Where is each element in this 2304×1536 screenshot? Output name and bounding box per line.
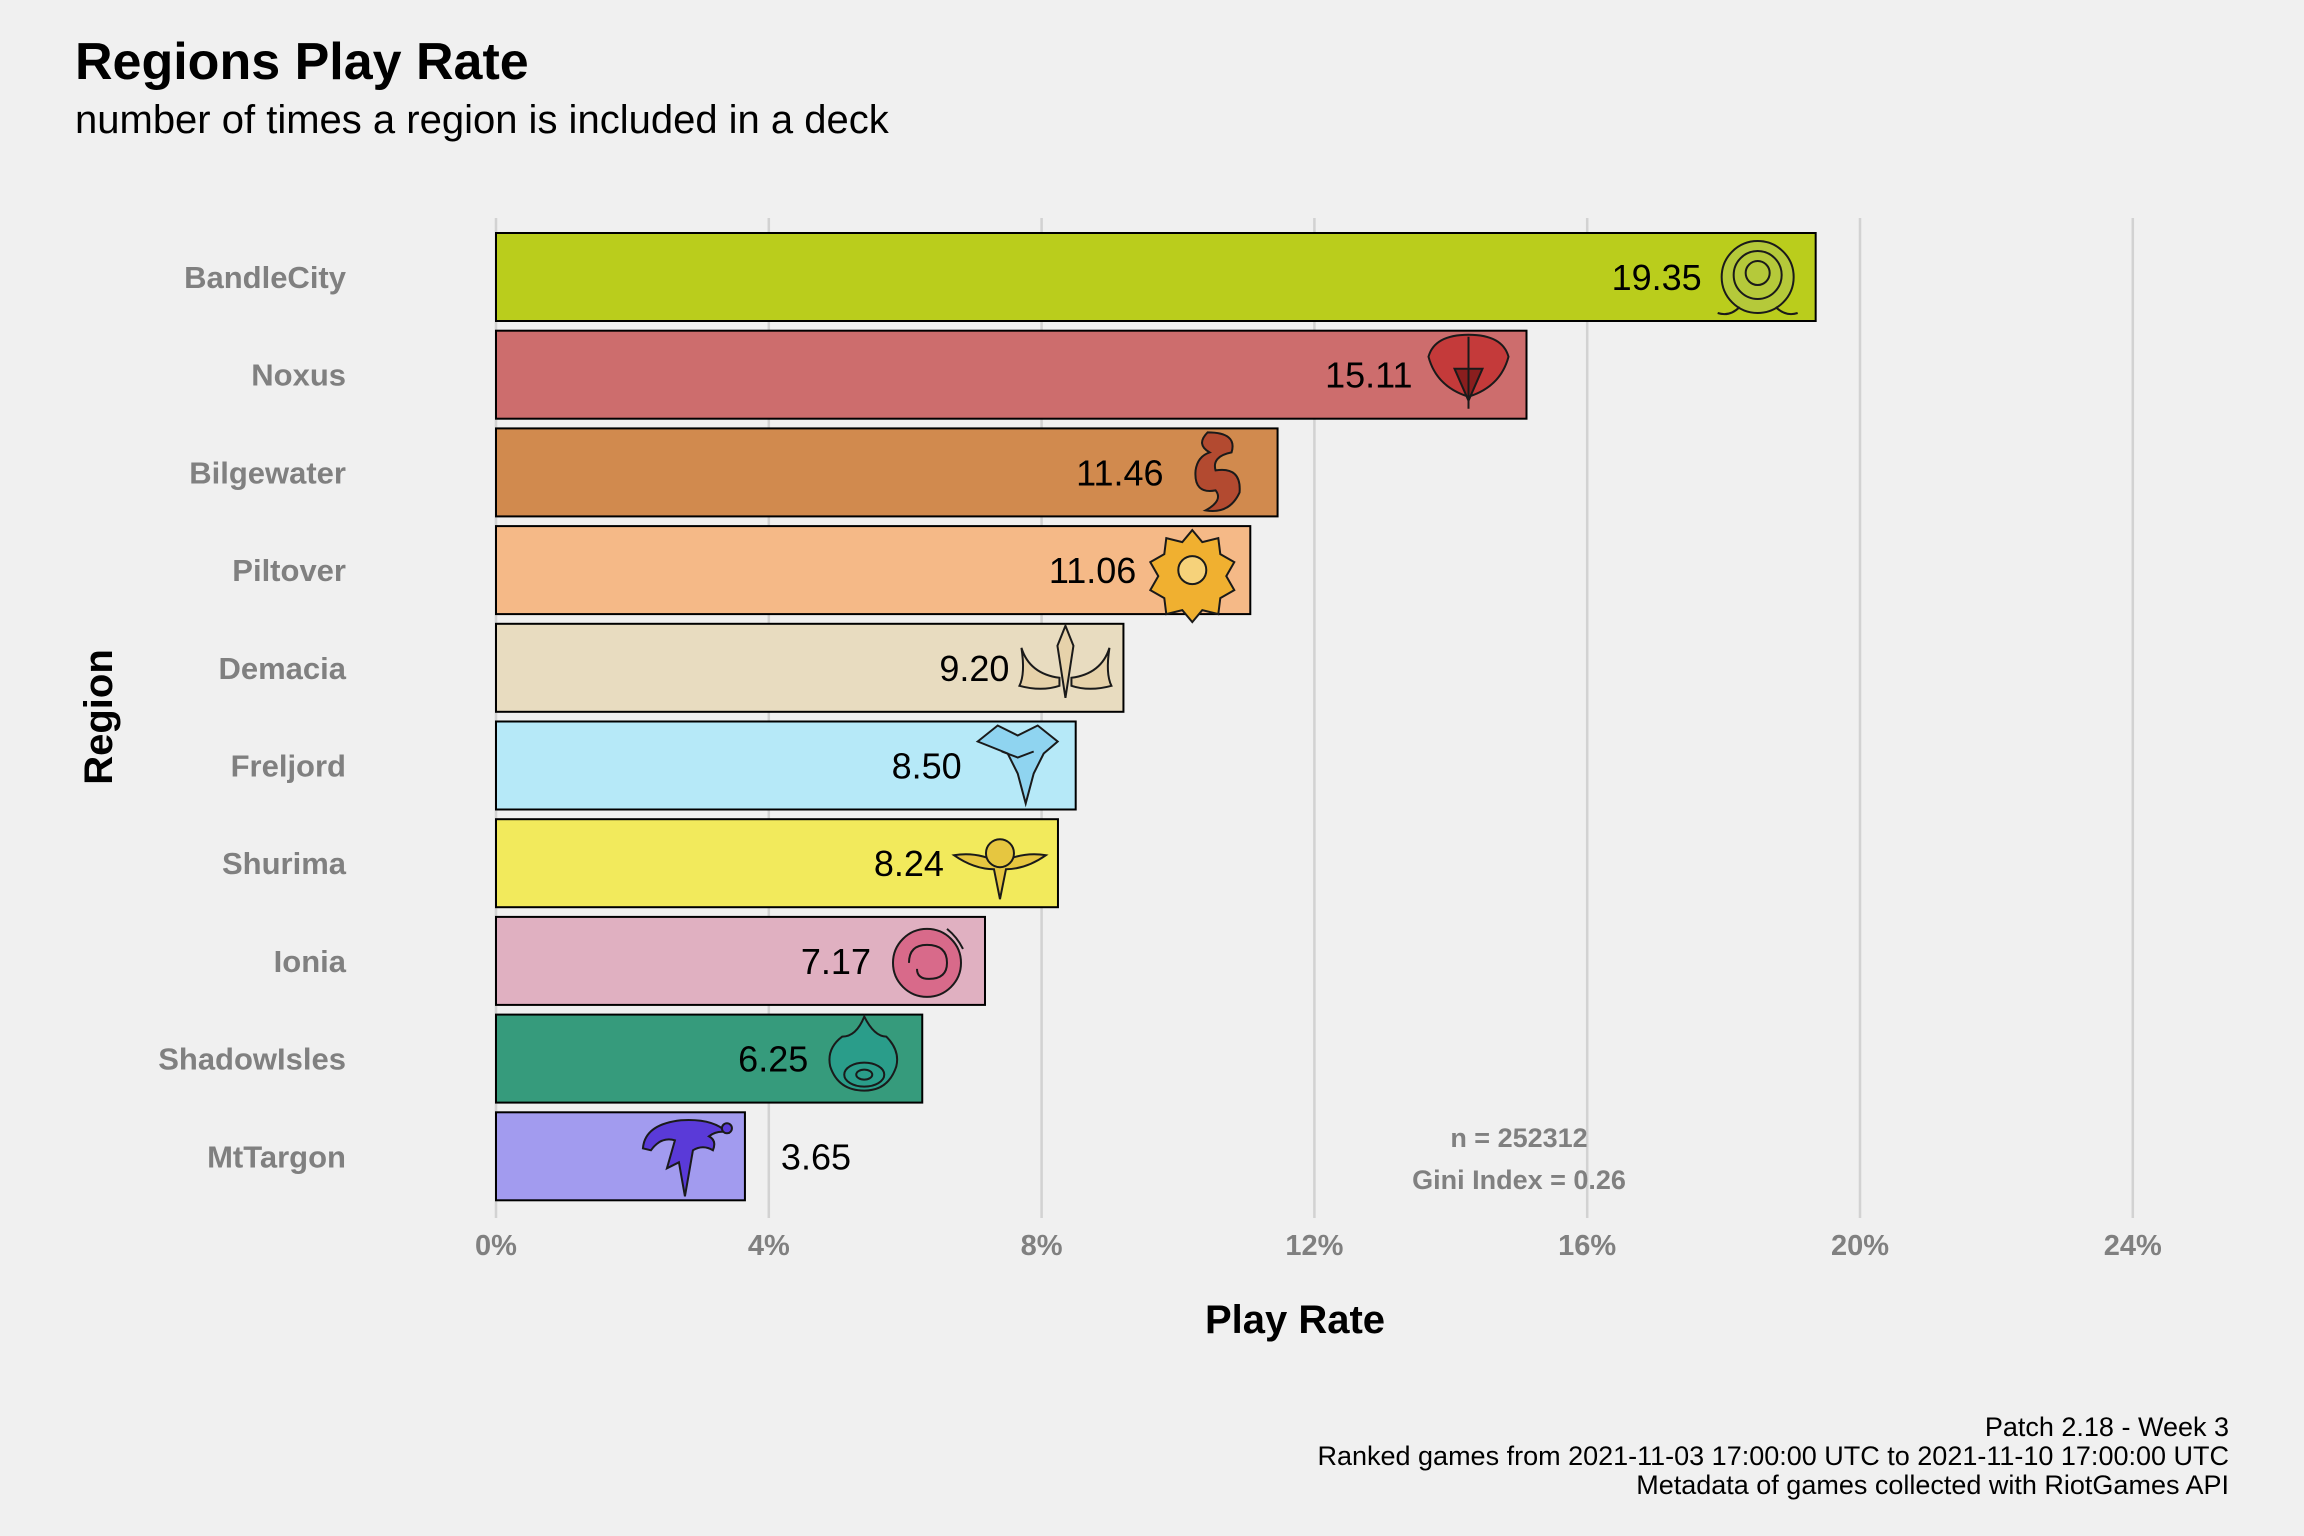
caption-patch: Patch 2.18 - Week 3 [1984, 1412, 2229, 1442]
bar-value-label: 6.25 [738, 1039, 808, 1080]
y-axis-label: Region [77, 649, 121, 785]
x-axis-label: Play Rate [1205, 1298, 1385, 1342]
bar-value-label: 15.11 [1325, 355, 1412, 396]
demacia-icon [1018, 623, 1113, 698]
ionia-icon [891, 927, 964, 998]
bar-bandlecity [495, 232, 1817, 322]
y-tick-label: Piltover [232, 553, 346, 588]
bar-value-label: 11.46 [1076, 452, 1163, 493]
bar-shurima [495, 818, 1059, 909]
x-tick-label: 8% [1021, 1230, 1063, 1262]
y-tick-label: Shurima [222, 846, 347, 881]
bar-value-label: 7.17 [801, 941, 871, 982]
bar-value-label: 8.24 [874, 843, 944, 884]
bar-noxus [495, 329, 1528, 420]
chart-title: Regions Play Rate [75, 33, 529, 91]
x-tick-label: 12% [1285, 1230, 1343, 1262]
y-tick-label: Bilgewater [189, 455, 346, 490]
y-tick-label: Freljord [231, 749, 346, 784]
piltover-icon [1148, 528, 1236, 624]
shadowisles-icon [828, 1014, 899, 1092]
x-tick-label: 20% [1831, 1230, 1889, 1262]
bar-value-label: 9.20 [939, 648, 1009, 689]
caption-source: Metadata of games collected with RiotGam… [1636, 1470, 2229, 1500]
shurima-icon [951, 838, 1049, 900]
annotation-n: n = 252312 [1450, 1123, 1587, 1153]
x-tick-label: 24% [2104, 1230, 2162, 1262]
bar-value-label: 8.50 [892, 746, 962, 787]
caption-date-range: Ranked games from 2021-11-03 17:00:00 UT… [1317, 1441, 2229, 1471]
noxus-icon [1427, 333, 1510, 409]
annotation-gini: Gini Index = 0.26 [1412, 1165, 1626, 1195]
x-tick-label: 4% [748, 1230, 790, 1262]
bilgewater-icon [1194, 431, 1241, 512]
bar-demacia [495, 622, 1125, 713]
bar-freljord [495, 720, 1077, 811]
y-tick-label: ShadowIsles [158, 1042, 346, 1077]
y-tick-label: Ionia [274, 944, 347, 979]
mttargon-icon [641, 1119, 733, 1197]
x-tick-label: 0% [475, 1230, 517, 1262]
y-tick-label: MtTargon [207, 1139, 346, 1174]
x-tick-label: 16% [1558, 1230, 1616, 1262]
bar-piltover [495, 525, 1252, 616]
freljord-icon [975, 724, 1060, 808]
bar-value-label: 19.35 [1612, 257, 1702, 298]
bandlecity-icon [1717, 240, 1798, 316]
bar-bilgewater [495, 427, 1279, 518]
bar-value-label: 11.06 [1049, 550, 1136, 591]
y-tick-label: BandleCity [184, 260, 347, 295]
bar-value-label: 3.65 [781, 1136, 851, 1177]
y-tick-label: Demacia [218, 651, 346, 686]
y-tick-label: Noxus [251, 358, 346, 393]
chart-subtitle: number of times a region is included in … [75, 98, 889, 142]
